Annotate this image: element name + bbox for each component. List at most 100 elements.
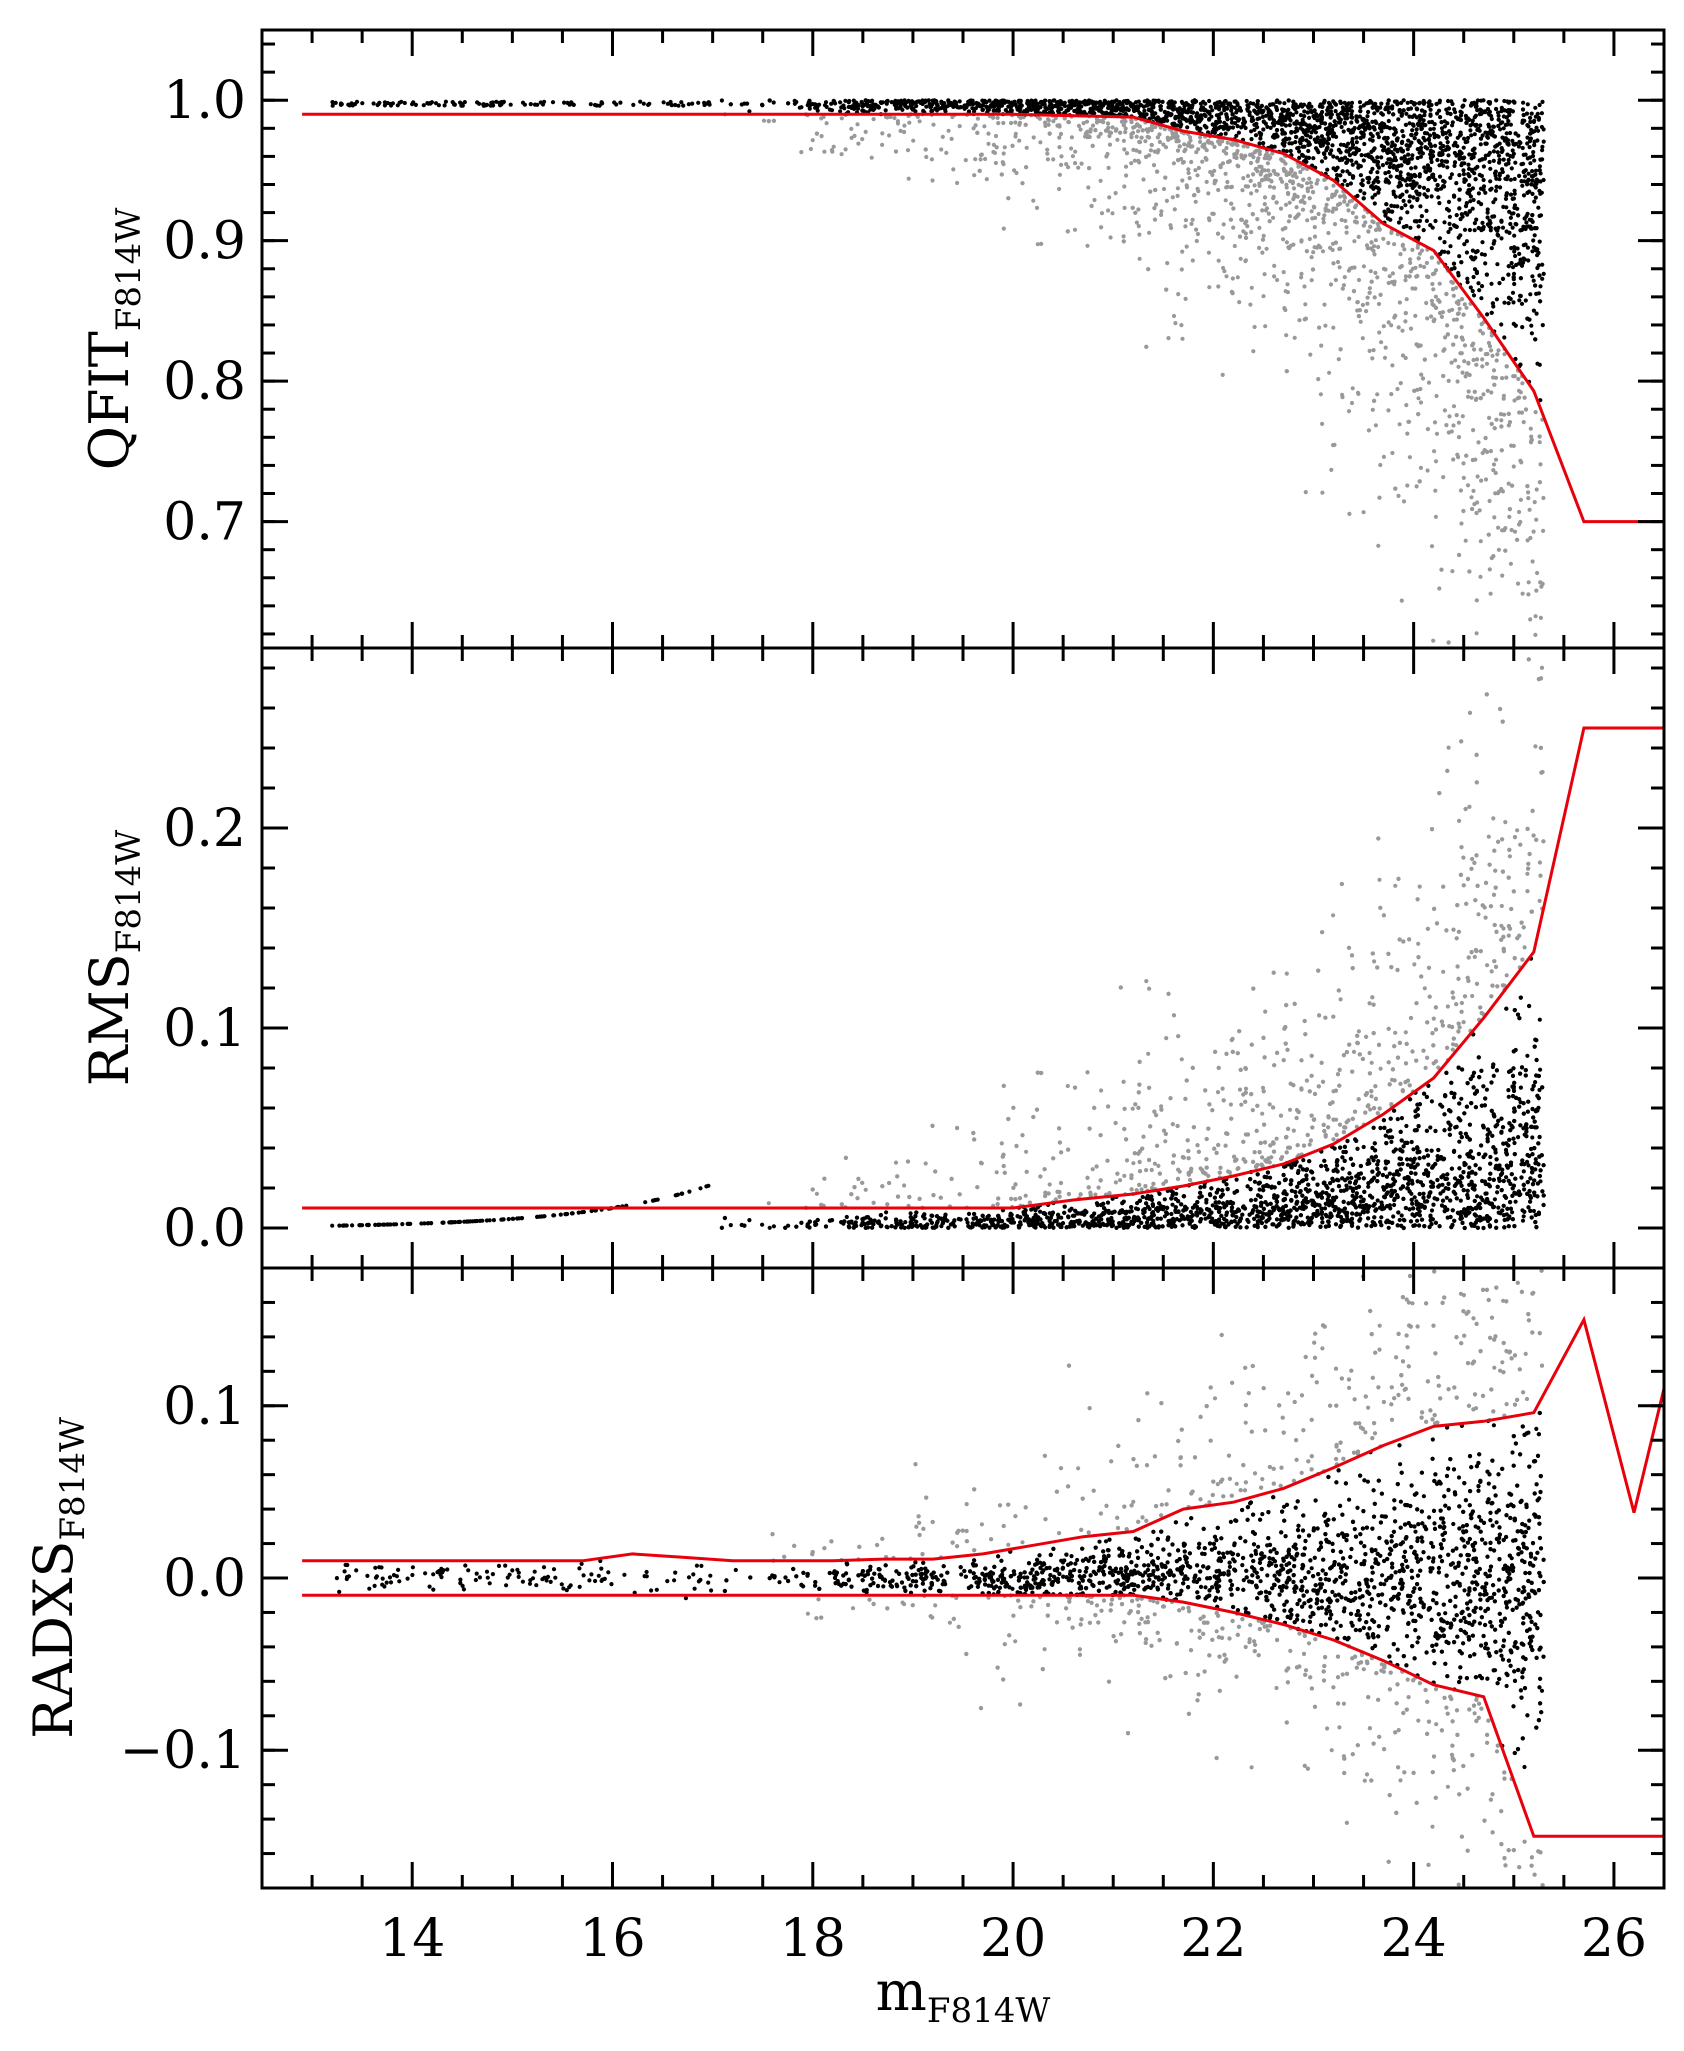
data-point [999, 103, 1005, 108]
data-point [1456, 435, 1462, 440]
data-point [1131, 125, 1136, 130]
data-point [1387, 149, 1392, 155]
data-point [1245, 144, 1250, 149]
data-point [1521, 193, 1527, 198]
data-point [1377, 330, 1382, 335]
data-point [1467, 227, 1472, 233]
data-point [1399, 163, 1404, 168]
data-point [1488, 128, 1493, 133]
data-point [1485, 207, 1490, 212]
data-point [1224, 274, 1229, 279]
data-point [1437, 236, 1443, 241]
data-point [1483, 435, 1488, 441]
data-point [1536, 692, 1540, 696]
data-point [1180, 100, 1185, 106]
data-point [1512, 529, 1518, 534]
data-point [1107, 142, 1113, 147]
data-point [1311, 156, 1316, 161]
data-point [1372, 111, 1377, 116]
data-point [1507, 514, 1512, 520]
data-point [1224, 112, 1229, 117]
data-point [1404, 143, 1409, 148]
data-point [984, 100, 989, 105]
data-point [1001, 151, 1006, 156]
data-point [1461, 145, 1466, 150]
data-point [1243, 184, 1248, 189]
data-point [1332, 193, 1337, 198]
data-point [979, 152, 984, 157]
data-point [1247, 112, 1252, 118]
data-point [1381, 148, 1386, 153]
data-point [1493, 188, 1499, 193]
data-point [1429, 544, 1435, 549]
data-point [1296, 212, 1301, 217]
data-point [984, 177, 989, 182]
data-point [1535, 570, 1540, 576]
data-point [1017, 138, 1022, 143]
data-point [1442, 179, 1447, 184]
data-point [1446, 640, 1451, 645]
data-point [1194, 227, 1199, 232]
data-point [1456, 364, 1461, 369]
data-point [1455, 379, 1460, 384]
data-point [428, 101, 433, 106]
data-point [719, 98, 725, 103]
data-point [1318, 138, 1324, 143]
data-point [1497, 177, 1502, 182]
data-point [1337, 201, 1343, 206]
data-point [1445, 323, 1450, 328]
data-point [1129, 135, 1134, 140]
data-point [1506, 264, 1511, 269]
data-point [786, 101, 791, 106]
data-point [1002, 145, 1007, 150]
data-point [1496, 525, 1501, 530]
data-point [1533, 410, 1538, 415]
data-point [1444, 135, 1449, 140]
data-point [1452, 107, 1457, 112]
data-point [1141, 177, 1146, 182]
data-point [1528, 131, 1533, 136]
data-point [1505, 122, 1510, 127]
data-point [1458, 113, 1464, 118]
data-point [1259, 108, 1264, 113]
data-point [1517, 251, 1522, 256]
data-point [1078, 110, 1083, 115]
data-point [991, 108, 996, 113]
data-point [1498, 677, 1502, 681]
data-point [1409, 140, 1414, 145]
data-point [1229, 142, 1234, 147]
data-point [1485, 130, 1491, 136]
data-point [1001, 162, 1006, 167]
data-point [1522, 216, 1527, 221]
data-point [1152, 206, 1157, 211]
data-point [1414, 127, 1419, 132]
data-point [1260, 178, 1265, 183]
data-point [1358, 319, 1363, 324]
data-point [1518, 276, 1523, 281]
data-point [1230, 125, 1236, 130]
data-point [1467, 152, 1472, 157]
data-point [1512, 374, 1517, 379]
data-point [1350, 386, 1355, 391]
data-point [1488, 449, 1493, 454]
data-point [1320, 143, 1325, 148]
data-point [1335, 155, 1340, 160]
data-point [799, 150, 804, 155]
data-point [1540, 848, 1544, 852]
data-point [1054, 104, 1059, 109]
data-point [1499, 418, 1504, 423]
data-point [1459, 212, 1464, 217]
data-point [1098, 178, 1103, 183]
data-point [1491, 200, 1496, 205]
data-point [1231, 225, 1236, 230]
data-point [1501, 393, 1506, 398]
data-point [1507, 209, 1512, 214]
data-point [1318, 392, 1323, 397]
data-point [1529, 323, 1534, 328]
data-point [1489, 390, 1494, 395]
data-point [1538, 462, 1543, 467]
data-point [1361, 158, 1366, 163]
data-point [1076, 123, 1082, 128]
data-point [1523, 407, 1529, 412]
data-point [996, 107, 1001, 112]
